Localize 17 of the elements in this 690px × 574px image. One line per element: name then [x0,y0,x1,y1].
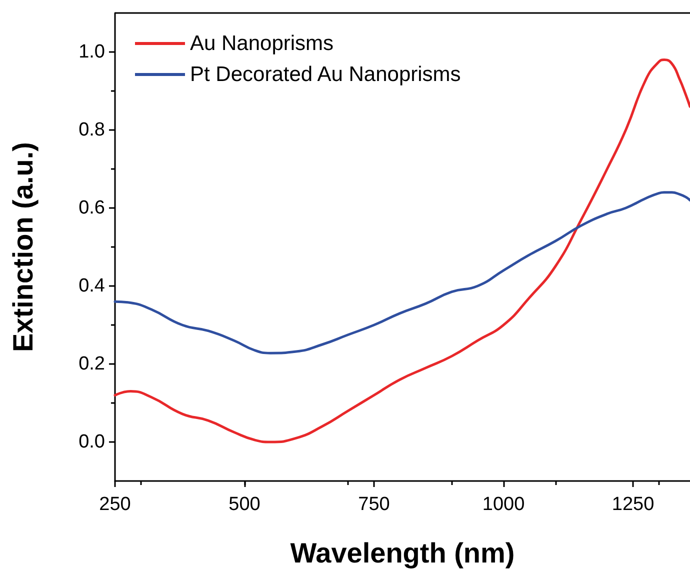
x-tick-label: 250 [99,494,131,515]
x-tick-label: 1250 [612,494,654,515]
line-series [114,191,690,354]
legend-label: Pt Decorated Au Nanoprisms [190,63,461,86]
y-tick-label: 0.2 [78,354,105,374]
x-axis-title: Wavelength (nm) [290,538,515,568]
line-series [114,58,690,444]
x-tick-label: 750 [358,494,390,515]
legend-label: Au Nanoprisms [190,32,334,55]
y-axis-title: Extinction (a.u.) [8,142,38,352]
x-tick-label: 500 [228,494,260,515]
y-tick-label: 0.4 [78,276,106,296]
y-tick-label: 1.0 [78,42,105,62]
y-tick-label: 0.8 [78,120,105,140]
y-tick-label: 0.6 [78,198,105,218]
x-tick-label: 1000 [482,494,525,515]
y-tick-label: 0.0 [78,432,105,452]
